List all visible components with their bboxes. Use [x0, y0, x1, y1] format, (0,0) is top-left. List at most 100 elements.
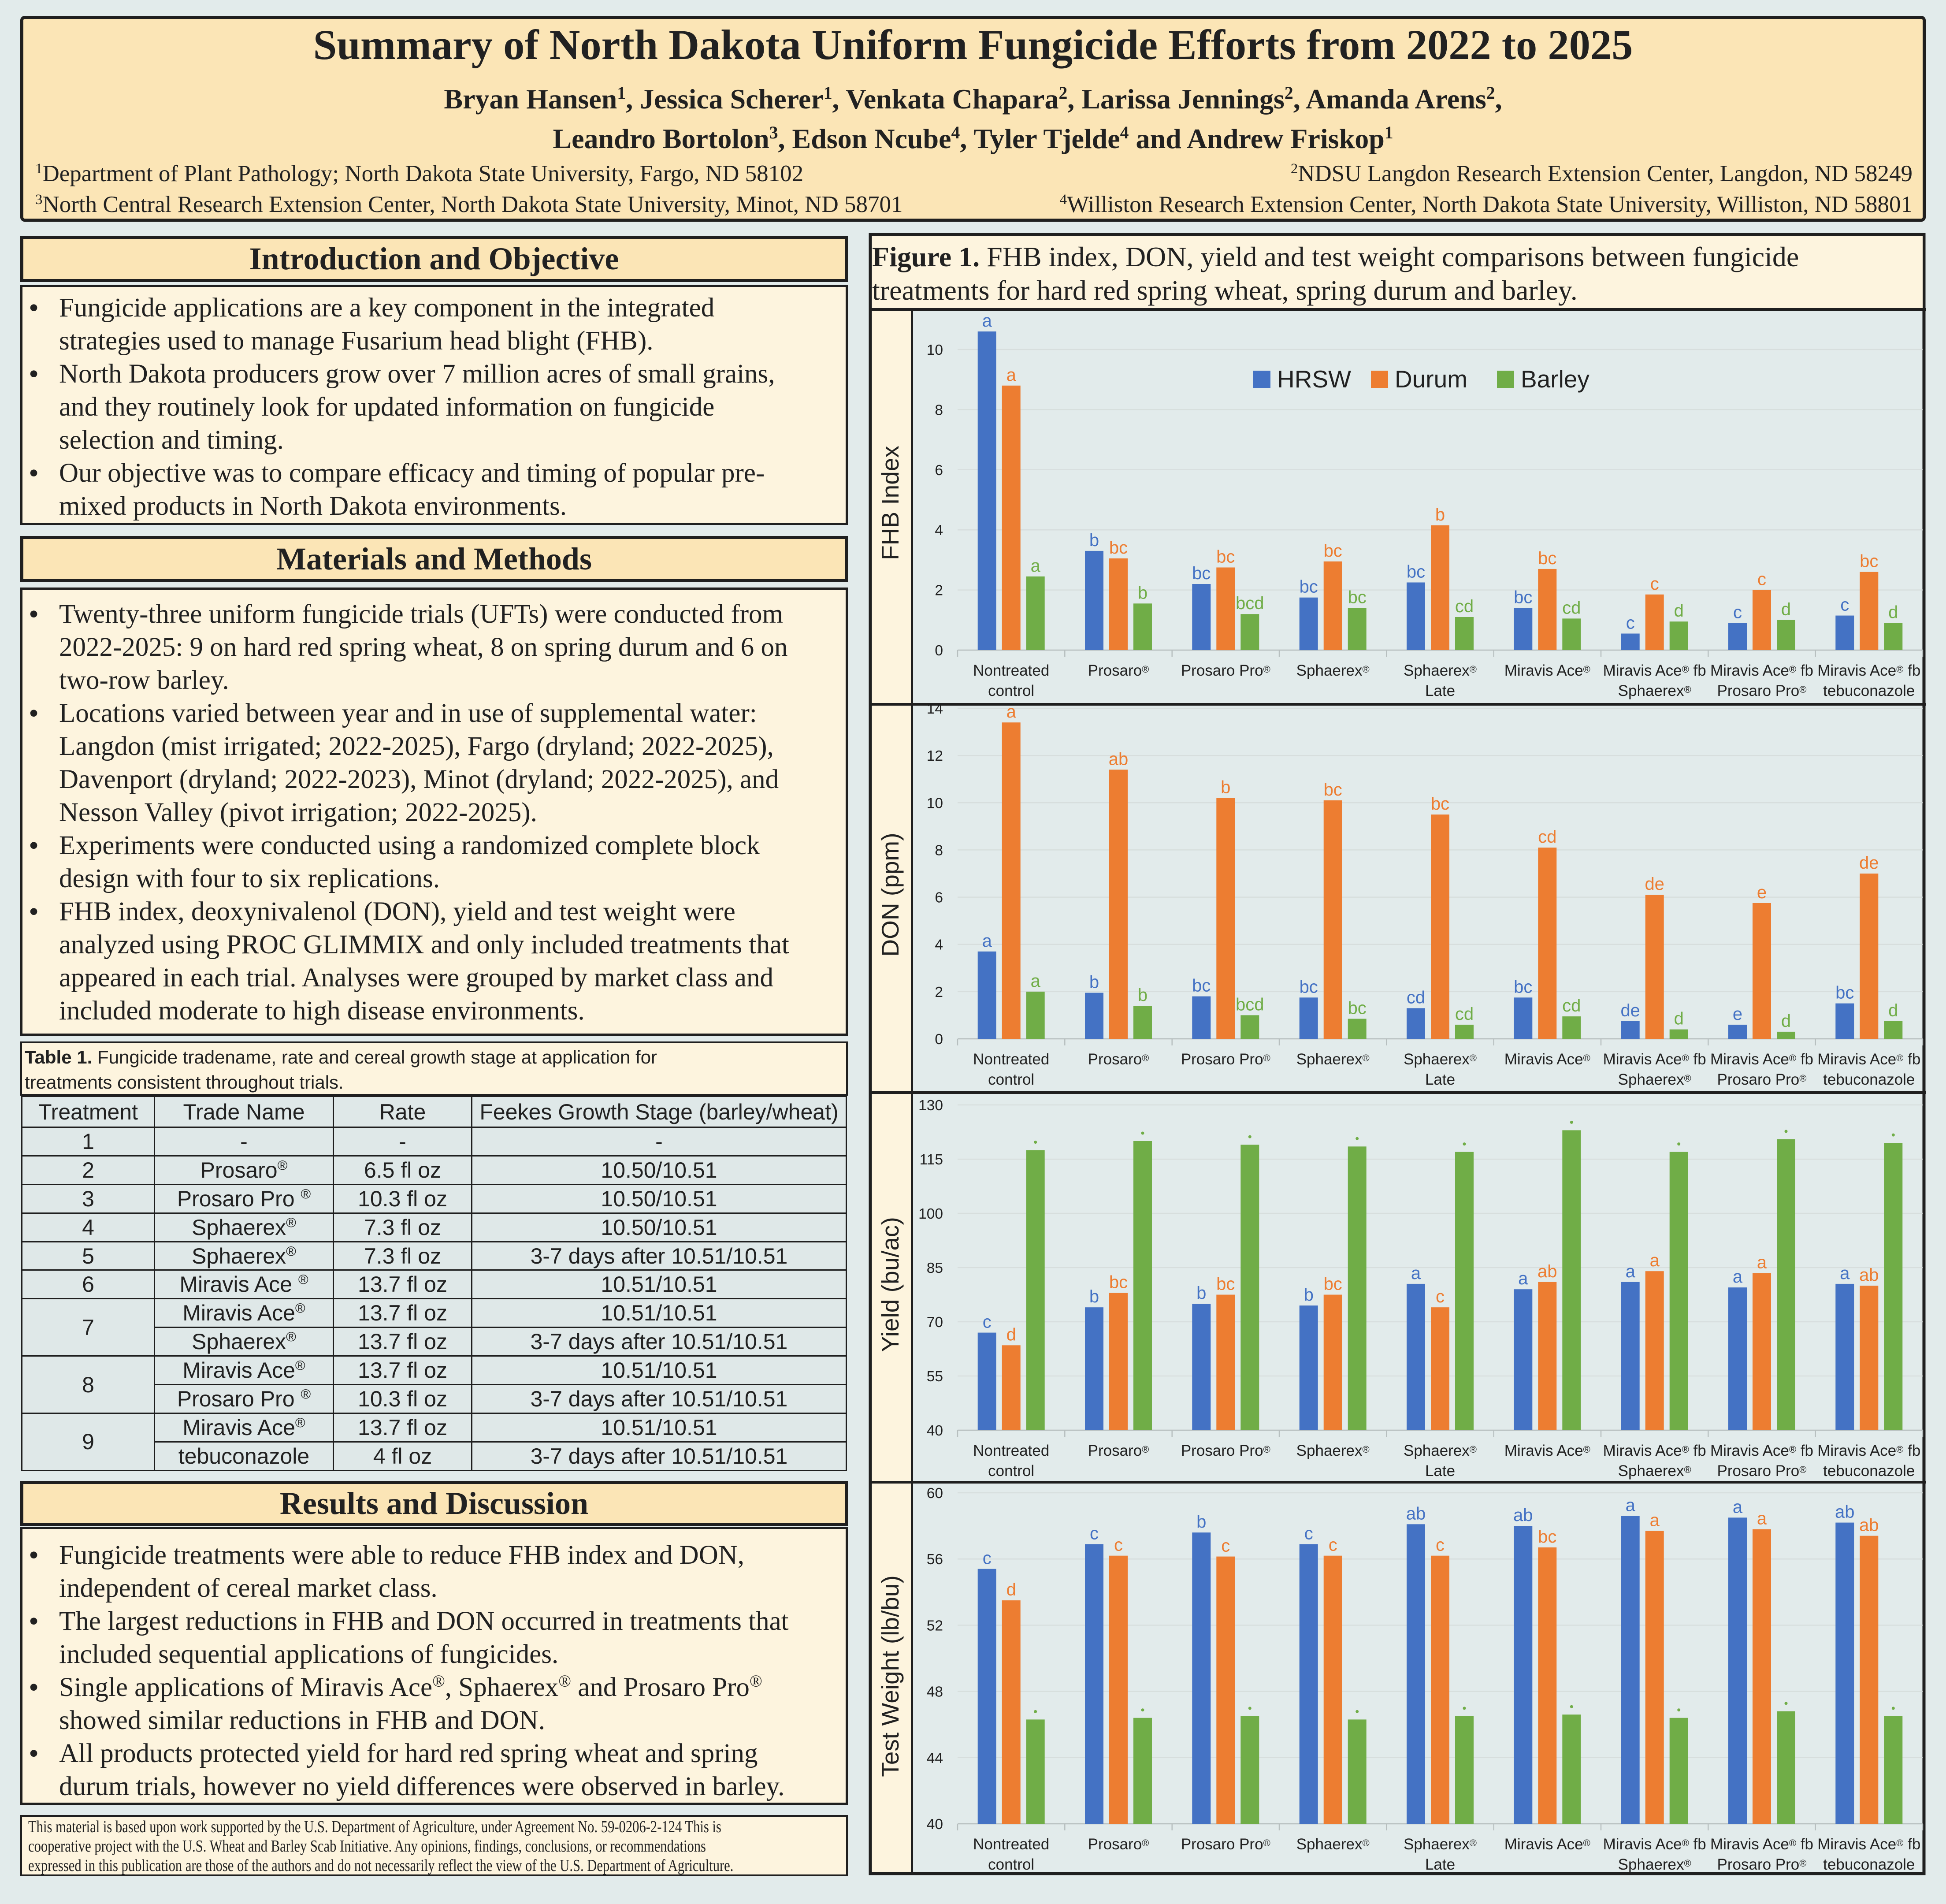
svg-text:115: 115	[920, 1152, 943, 1168]
svg-text:Miravis Ace® fb: Miravis Ace® fb	[1817, 662, 1920, 679]
svg-text:b: b	[1089, 1287, 1099, 1306]
svg-text:Prosaro®: Prosaro®	[1088, 1442, 1149, 1459]
svg-text:Miravis Ace®: Miravis Ace®	[1504, 1836, 1590, 1853]
svg-text:Prosaro Pro®: Prosaro Pro®	[1181, 1442, 1270, 1459]
svg-text:Miravis Ace® fb: Miravis Ace® fb	[1710, 1442, 1813, 1459]
svg-text:bc: bc	[1348, 588, 1367, 607]
svg-text:Prosaro Pro®: Prosaro Pro®	[1717, 682, 1807, 699]
svg-text:tebuconazole: tebuconazole	[1823, 1856, 1915, 1873]
svg-text:cd: cd	[1562, 598, 1581, 617]
svg-text:b: b	[1221, 778, 1230, 797]
svg-text:10: 10	[927, 795, 943, 811]
svg-text:Miravis Ace®: Miravis Ace®	[1504, 1442, 1590, 1459]
svg-text:Prosaro Pro®: Prosaro Pro®	[1181, 662, 1270, 679]
svg-text:d: d	[1888, 1001, 1898, 1020]
svg-text:d: d	[1006, 1325, 1016, 1344]
svg-text:HRSW: HRSW	[1277, 365, 1351, 393]
svg-text:bc: bc	[1324, 541, 1342, 561]
svg-text:c: c	[1840, 595, 1849, 615]
svg-text:cd: cd	[1455, 597, 1474, 616]
svg-text:control: control	[988, 1856, 1034, 1873]
svg-text:a: a	[1733, 1267, 1743, 1287]
svg-text:c: c	[1436, 1536, 1445, 1555]
svg-text:85: 85	[927, 1260, 943, 1276]
svg-text:Prosaro Pro®: Prosaro Pro®	[1181, 1836, 1270, 1853]
svg-text:Miravis Ace® fb: Miravis Ace® fb	[1603, 1836, 1706, 1853]
svg-text:a: a	[1650, 1251, 1660, 1270]
svg-text:Durum: Durum	[1395, 365, 1467, 393]
svg-text:6: 6	[935, 462, 943, 479]
svg-text:d: d	[1006, 1580, 1016, 1599]
svg-text:ab: ab	[1835, 1502, 1855, 1522]
svg-text:bc: bc	[1300, 577, 1318, 597]
svg-text:bc: bc	[1324, 780, 1342, 800]
svg-text:Prosaro Pro®: Prosaro Pro®	[1717, 1462, 1807, 1480]
svg-text:a: a	[982, 931, 992, 951]
svg-text:b: b	[1138, 985, 1148, 1005]
svg-text:Prosaro Pro®: Prosaro Pro®	[1717, 1856, 1807, 1873]
svg-text:Sphaerex®: Sphaerex®	[1296, 1051, 1370, 1068]
svg-text:tebuconazole: tebuconazole	[1823, 1462, 1915, 1480]
svg-text:d: d	[1888, 603, 1898, 622]
svg-text:a: a	[982, 311, 992, 331]
svg-text:bcd: bcd	[1236, 995, 1264, 1014]
svg-text:a: a	[1006, 365, 1017, 385]
svg-text:Miravis Ace®: Miravis Ace®	[1504, 662, 1590, 679]
svg-text:10: 10	[927, 342, 943, 358]
svg-text:Miravis Ace®: Miravis Ace®	[1504, 1051, 1590, 1068]
svg-text:8: 8	[935, 842, 943, 859]
svg-text:Prosaro®: Prosaro®	[1088, 1051, 1149, 1068]
svg-text:56: 56	[927, 1551, 943, 1568]
svg-text:Sphaerex®: Sphaerex®	[1618, 1856, 1691, 1873]
svg-text:FHB Index: FHB Index	[876, 446, 904, 560]
svg-text:e: e	[1733, 1004, 1742, 1024]
svg-text:bc: bc	[1324, 1275, 1342, 1294]
svg-text:c: c	[1221, 1536, 1230, 1556]
svg-text:control: control	[988, 1071, 1034, 1088]
svg-text:Test Weight (lb/bu): Test Weight (lb/bu)	[876, 1575, 904, 1777]
svg-text:bc: bc	[1860, 552, 1878, 571]
svg-text:c: c	[1090, 1524, 1099, 1543]
svg-text:ab: ab	[1406, 1504, 1426, 1523]
svg-text:cd: cd	[1407, 988, 1425, 1007]
svg-text:100: 100	[918, 1206, 943, 1222]
svg-text:4: 4	[935, 937, 943, 953]
svg-text:c: c	[1329, 1536, 1337, 1555]
svg-text:bc: bc	[1216, 1275, 1235, 1294]
svg-text:Nontreated: Nontreated	[973, 1836, 1049, 1853]
svg-text:Miravis Ace® fb: Miravis Ace® fb	[1817, 1836, 1920, 1853]
svg-text:de: de	[1620, 1001, 1640, 1020]
svg-text:6: 6	[935, 890, 943, 906]
svg-text:bc: bc	[1835, 983, 1854, 1003]
svg-text:bcd: bcd	[1236, 594, 1264, 613]
svg-text:a: a	[1757, 1509, 1767, 1528]
svg-text:b: b	[1089, 531, 1099, 550]
svg-text:bc: bc	[1300, 977, 1318, 997]
svg-text:a: a	[1006, 702, 1017, 721]
svg-text:bc: bc	[1192, 976, 1211, 996]
svg-text:Sphaerex®: Sphaerex®	[1618, 682, 1691, 699]
svg-text:Sphaerex®: Sphaerex®	[1296, 1442, 1370, 1459]
svg-text:44: 44	[927, 1750, 943, 1766]
svg-text:40: 40	[927, 1423, 943, 1439]
svg-text:a: a	[1650, 1510, 1660, 1530]
svg-text:cd: cd	[1455, 1004, 1474, 1024]
svg-text:b: b	[1304, 1285, 1314, 1305]
svg-text:Prosaro®: Prosaro®	[1088, 662, 1149, 679]
svg-text:Sphaerex®: Sphaerex®	[1618, 1071, 1691, 1088]
svg-text:Nontreated: Nontreated	[973, 1051, 1049, 1068]
svg-text:Prosaro Pro®: Prosaro Pro®	[1181, 1051, 1270, 1068]
svg-text:Miravis Ace® fb: Miravis Ace® fb	[1710, 1836, 1813, 1853]
svg-text:a: a	[1411, 1264, 1421, 1283]
svg-text:Sphaerex®: Sphaerex®	[1404, 1442, 1477, 1459]
svg-text:bc: bc	[1216, 547, 1235, 567]
svg-text:bc: bc	[1538, 1527, 1556, 1547]
svg-text:tebuconazole: tebuconazole	[1823, 682, 1915, 699]
svg-text:Prosaro®: Prosaro®	[1088, 1836, 1149, 1853]
svg-text:d: d	[1674, 601, 1684, 621]
svg-text:bc: bc	[1109, 538, 1128, 558]
svg-text:bc: bc	[1407, 562, 1425, 582]
svg-text:52: 52	[927, 1618, 943, 1634]
svg-text:a: a	[1031, 971, 1041, 991]
svg-text:b: b	[1138, 583, 1148, 602]
